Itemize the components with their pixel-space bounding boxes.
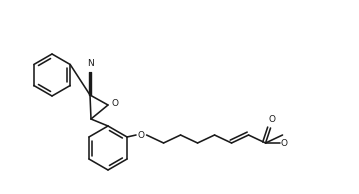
Text: O: O [280,139,288,147]
Text: N: N [87,59,93,68]
Text: O: O [268,115,275,124]
Text: O: O [112,100,119,108]
Text: O: O [137,131,145,139]
